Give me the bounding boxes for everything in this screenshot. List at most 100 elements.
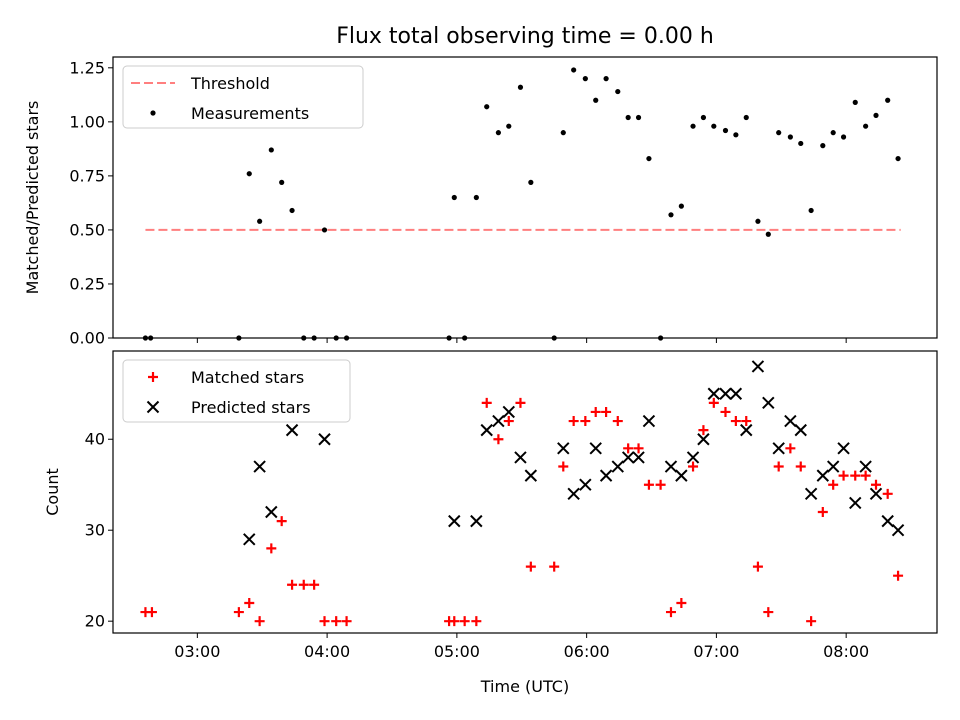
measurement-point: [808, 207, 814, 214]
measurement-point: [646, 155, 652, 162]
measurement-point: [560, 130, 566, 136]
predicted-star-point: [804, 487, 818, 501]
measurement-point: [268, 147, 274, 153]
legend-measurements-swatch: [150, 110, 156, 116]
y-tick-label: 30: [85, 521, 105, 540]
measurement-point: [678, 203, 684, 209]
measurement-point: [301, 335, 307, 341]
y-axis-label: Matched/Predicted stars: [23, 101, 42, 295]
predicted-star-point: [642, 414, 656, 428]
measurement-point: [333, 335, 339, 341]
predicted-star-point: [621, 451, 635, 464]
series-predicted-stars: [243, 360, 905, 546]
matched-star-point: [319, 616, 330, 627]
measurement-point: [551, 335, 557, 341]
predicted-star-point: [579, 478, 592, 491]
matched-star-point: [633, 443, 644, 454]
matched-star-point: [893, 570, 904, 581]
predicted-star-point: [707, 387, 721, 400]
measurement-point: [495, 130, 501, 136]
matched-star-point: [623, 443, 634, 454]
predicted-star-point: [675, 469, 688, 482]
matched-star-point: [817, 507, 828, 518]
measurement-point: [668, 212, 674, 218]
x-tick-label: 06:00: [564, 642, 610, 661]
y-tick-label: 1.00: [69, 112, 105, 131]
predicted-star-point: [243, 533, 256, 546]
predicted-star-point: [719, 387, 732, 400]
predicted-star-point: [632, 451, 645, 464]
predicted-star-point: [514, 451, 527, 464]
legend-matched-swatch: [148, 372, 158, 382]
measurement-point: [603, 76, 609, 82]
matched-star-point: [730, 416, 741, 427]
predicted-star-point: [816, 469, 830, 482]
series-measurements: [142, 67, 901, 341]
matched-star-point: [795, 461, 806, 472]
matched-star-point: [773, 461, 784, 472]
measurement-point: [571, 67, 577, 73]
measurement-point: [722, 127, 729, 134]
matched-star-point: [233, 607, 244, 618]
predicted-star-point: [849, 496, 862, 510]
legend: Matched stars Predicted stars: [122, 359, 351, 423]
y-axis-label: Count: [43, 468, 62, 516]
measurement-point: [820, 143, 826, 149]
predicted-star-point: [524, 469, 538, 482]
x-tick-label: 04:00: [304, 642, 350, 661]
y-tick-label: 0.00: [69, 329, 105, 348]
matched-star-point: [146, 607, 157, 618]
figure-title: Flux total observing time = 0.00 h: [336, 24, 714, 49]
plot-frame: [112, 56, 938, 339]
matched-star-point: [698, 425, 709, 436]
predicted-star-point: [611, 460, 624, 473]
measurement-point: [528, 179, 534, 185]
predicted-star-point: [859, 460, 872, 473]
predicted-star-point: [664, 460, 678, 473]
measurement-point: [484, 104, 490, 110]
x-axis-label: Time (UTC): [480, 677, 569, 696]
predicted-star-point: [265, 505, 278, 519]
matched-star-point: [525, 561, 536, 572]
matched-star-point: [763, 607, 774, 618]
predicted-star-point: [740, 423, 753, 437]
y-tick-label: 20: [85, 612, 105, 631]
matched-star-point: [481, 397, 492, 408]
measurement-point: [506, 123, 512, 129]
predicted-star-point: [492, 414, 505, 428]
matched-star-point: [459, 616, 470, 627]
measurement-point: [895, 155, 901, 162]
legend: Threshold Measurements: [122, 65, 364, 129]
predicted-star-point: [557, 442, 570, 455]
measurement-point: [711, 123, 717, 129]
measurement-point: [289, 207, 295, 214]
measurement-point: [873, 112, 879, 118]
matched-star-point: [806, 616, 817, 627]
measurement-point: [700, 114, 707, 121]
measurement-point: [343, 335, 350, 341]
matched-star-point: [860, 470, 871, 481]
matched-star-point: [266, 543, 277, 554]
measurement-point: [690, 123, 696, 129]
measurement-point: [462, 335, 468, 341]
predicted-star-point: [448, 514, 461, 528]
y-tick-label: 0.25: [69, 274, 105, 293]
y-tick-label: 0.75: [69, 166, 105, 185]
predicted-star-point: [253, 460, 266, 473]
matched-star-point: [752, 561, 763, 572]
matched-star-point: [341, 616, 352, 627]
matched-star-point: [676, 597, 687, 608]
matched-star-point: [276, 516, 287, 527]
matched-star-point: [493, 434, 504, 445]
legend-label: Matched stars: [191, 368, 304, 387]
axes-layer: 0.00 0.25 0.50 0.75 1.00 1.25 Matched/Predicte…: [23, 56, 938, 661]
measurement-point: [625, 114, 631, 121]
matched-star-point: [655, 479, 666, 490]
measurement-point: [279, 179, 285, 185]
x-tick-label: 03:00: [174, 642, 220, 661]
matched-star-point: [785, 443, 796, 454]
measurement-point: [765, 231, 771, 237]
measurement-point: [852, 99, 858, 105]
measurement-point: [615, 88, 621, 95]
